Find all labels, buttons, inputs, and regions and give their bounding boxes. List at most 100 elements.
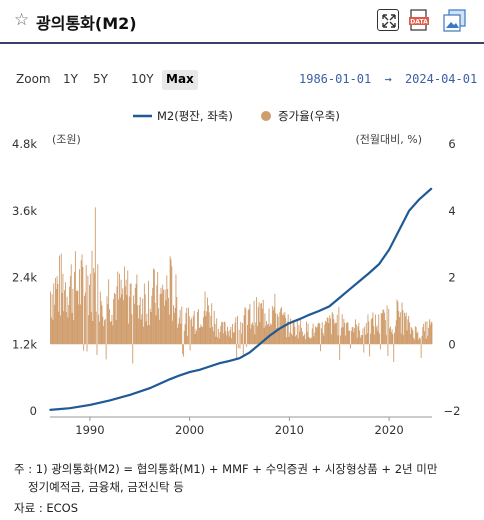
growth-bar [223, 321, 225, 345]
data-icon[interactable]: DATA [408, 9, 430, 31]
growth-bar [199, 327, 201, 345]
growth-bar [373, 326, 375, 345]
growth-bar [80, 260, 82, 345]
growth-bar [344, 322, 346, 345]
growth-bar [327, 318, 329, 345]
growth-bar [201, 326, 203, 345]
growth-bar [229, 330, 231, 345]
growth-bar [262, 299, 264, 345]
growth-bar [76, 290, 78, 345]
growth-bar [335, 322, 336, 345]
y-right-tick-label: −2 [444, 404, 461, 418]
growth-bar [296, 320, 298, 345]
growth-bar [429, 319, 430, 345]
growth-bar [230, 326, 232, 345]
growth-bar [336, 314, 338, 345]
star-icon[interactable]: ☆ [14, 10, 30, 30]
growth-bar [91, 250, 93, 345]
growth-bar [61, 292, 63, 345]
m2-point [178, 374, 181, 377]
growth-bar [74, 271, 76, 345]
m2-point [258, 343, 261, 346]
growth-bar [138, 305, 140, 345]
growth-bar [227, 331, 229, 345]
x-tick-label: 2020 [374, 423, 403, 437]
zoom-5y-button[interactable]: 5Y [93, 72, 108, 86]
growth-bar [422, 327, 424, 345]
growth-bar [268, 308, 270, 345]
growth-bar [335, 322, 337, 345]
growth-bar [360, 337, 361, 345]
growth-bar [241, 333, 243, 345]
growth-bar [291, 333, 292, 345]
zoom-1y-button[interactable]: 1Y [63, 72, 78, 86]
date-range[interactable]: 1986-01-01 → 2024-04-01 [299, 72, 477, 86]
growth-bar [394, 332, 395, 345]
growth-bar [74, 251, 76, 345]
y-right-tick-label: 4 [448, 204, 455, 218]
growth-bar [425, 338, 427, 345]
growth-bar [135, 283, 137, 345]
growth-bar [307, 323, 309, 345]
growth-bar [220, 325, 222, 345]
growth-bar [221, 321, 223, 345]
zoom-10y-button[interactable]: 10Y [131, 72, 154, 86]
y-left-unit: (조원) [52, 133, 81, 146]
growth-bar [167, 288, 169, 345]
growth-bar [340, 335, 341, 345]
m2-point [228, 360, 231, 362]
growth-bar [293, 321, 295, 345]
y-right-tick-label: 0 [448, 337, 455, 351]
growth-bar [206, 311, 208, 345]
growth-bar [357, 326, 359, 345]
growth-bar [59, 315, 61, 345]
growth-bar [251, 324, 253, 345]
growth-bar [143, 283, 145, 345]
growth-bar [101, 305, 103, 345]
growth-bar [217, 328, 219, 345]
growth-bar [362, 328, 364, 345]
image-icon[interactable] [443, 9, 466, 32]
growth-bar [148, 280, 149, 345]
growth-bar [332, 314, 334, 345]
date-to[interactable]: 2024-04-01 [404, 72, 478, 86]
growth-bar [188, 316, 190, 345]
date-from[interactable]: 1986-01-01 [299, 72, 372, 86]
growth-bar [88, 315, 90, 345]
growth-bar [117, 271, 119, 345]
growth-bar [50, 317, 52, 345]
growth-bar [328, 323, 330, 345]
growth-bar [301, 327, 302, 345]
growth-bar [111, 314, 113, 345]
growth-bar [341, 314, 343, 345]
growth-bar [246, 344, 248, 347]
growth-bar [292, 320, 294, 345]
expand-icon[interactable] [377, 9, 399, 31]
growth-bar [66, 296, 68, 345]
m2-point [238, 357, 241, 359]
legend-growth: 증가율(우축) [278, 109, 340, 123]
m2-point [398, 229, 400, 232]
growth-bar [264, 313, 266, 345]
growth-bar [196, 331, 198, 345]
growth-bar [52, 319, 54, 345]
growth-bar [340, 327, 342, 345]
growth-bar [192, 326, 194, 345]
y-right-tick-label: 6 [448, 137, 455, 151]
growth-bar [73, 319, 75, 345]
growth-bar [86, 344, 88, 352]
zoom-max-button[interactable]: Max [162, 70, 198, 90]
growth-bar [154, 302, 156, 345]
growth-bar [261, 303, 263, 345]
growth-bar [369, 344, 371, 357]
growth-bar [424, 321, 426, 345]
zoom-label: Zoom [16, 72, 51, 86]
growth-bar [381, 313, 383, 345]
growth-bar [141, 314, 143, 345]
growth-bar [393, 344, 395, 362]
growth-bar [119, 297, 121, 345]
growth-bar [180, 323, 182, 345]
m2-point [308, 313, 311, 316]
growth-bar [89, 273, 91, 345]
growth-bar [301, 331, 303, 345]
